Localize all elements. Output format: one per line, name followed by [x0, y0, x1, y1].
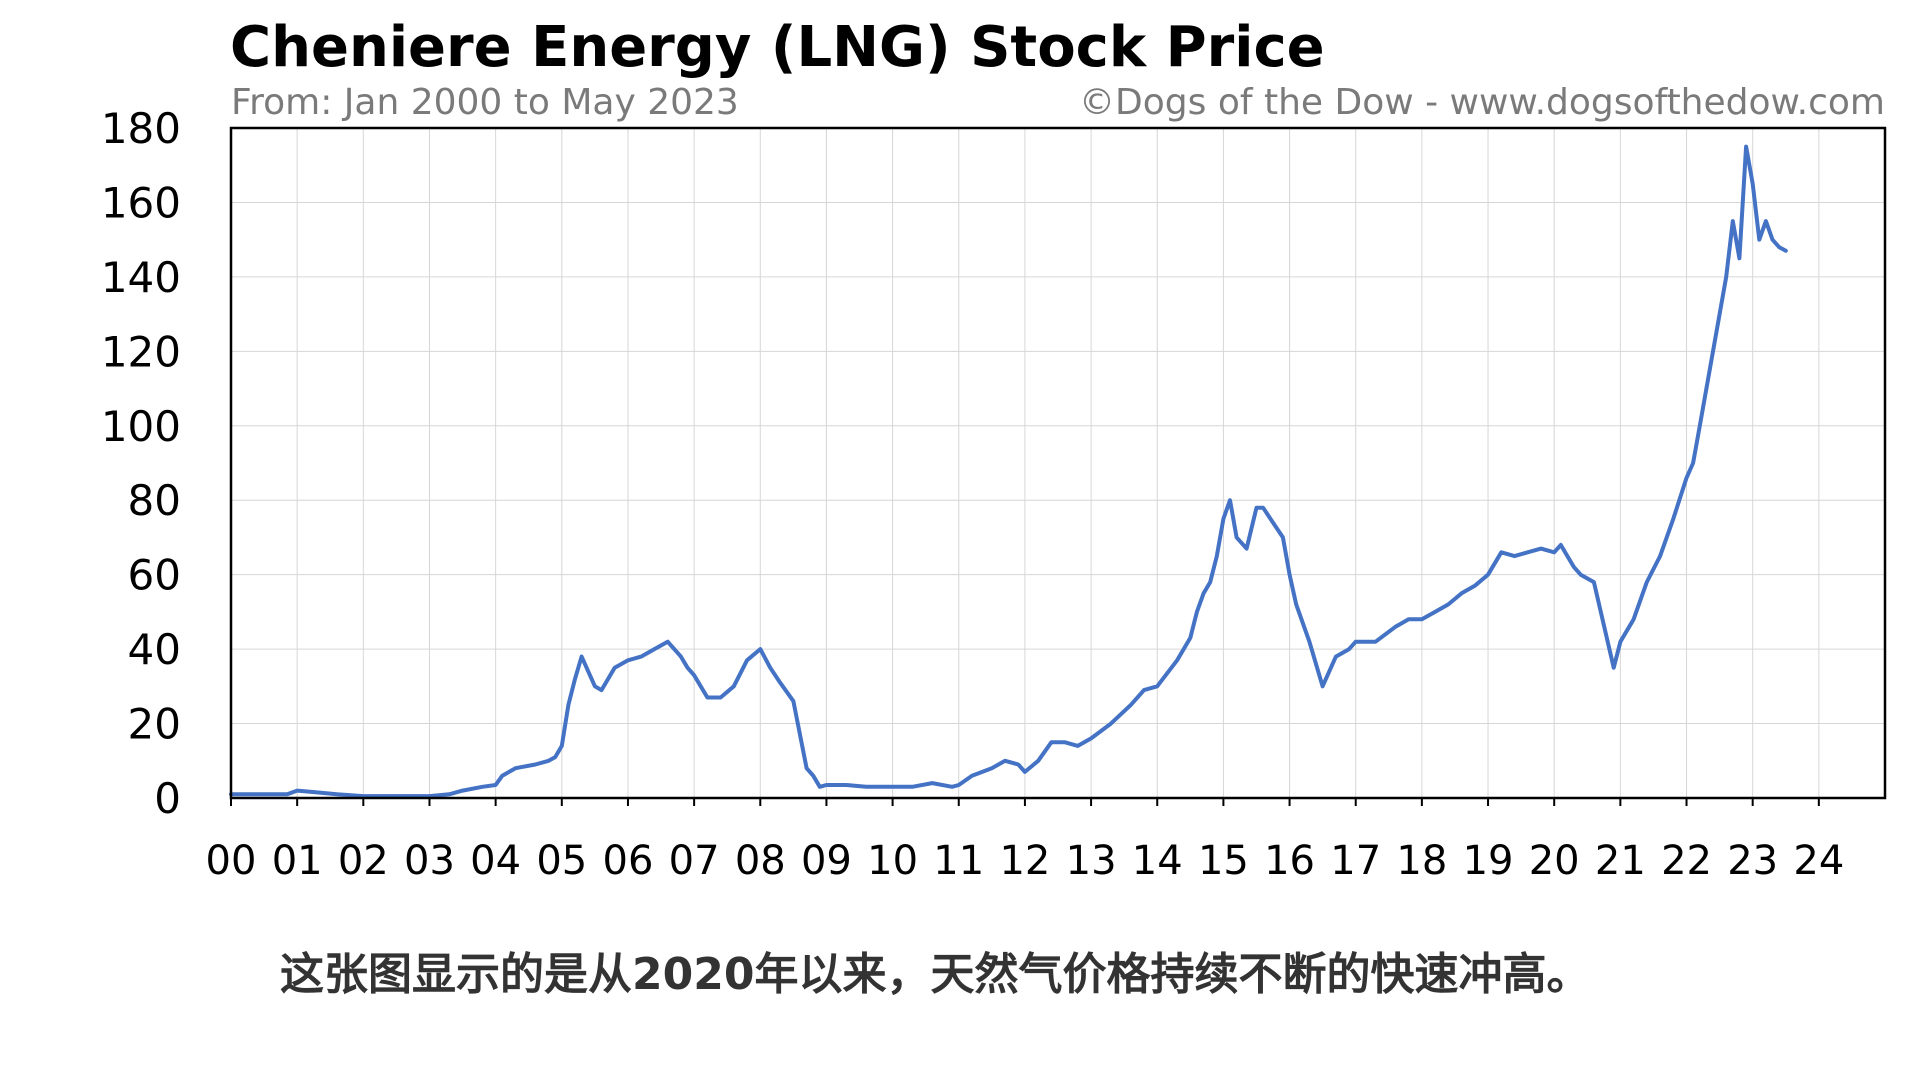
x-tick-label: 01	[272, 838, 323, 884]
x-tick-label: 21	[1595, 838, 1646, 884]
x-tick-label: 16	[1264, 838, 1315, 884]
x-tick-label: 02	[338, 838, 389, 884]
y-tick-label: 120	[101, 327, 181, 376]
series-layer	[229, 144, 1788, 799]
chart-title: Cheniere Energy (LNG) Stock Price	[230, 15, 1325, 80]
x-tick-label: 04	[470, 838, 521, 884]
y-tick-label: 60	[128, 551, 181, 600]
price-series-line	[229, 144, 1788, 799]
chart-subtitle-source: ©Dogs of the Dow - www.dogsofthedow.com	[1079, 82, 1885, 123]
x-tick-label: 17	[1330, 838, 1381, 884]
y-tick-label: 180	[101, 104, 181, 153]
x-tick-label: 23	[1727, 838, 1778, 884]
grid-lines	[231, 128, 1885, 798]
y-tick-label: 0	[154, 774, 181, 823]
x-tick-label: 22	[1661, 838, 1712, 884]
y-tick-label: 20	[128, 700, 181, 749]
x-tick-label: 13	[1066, 838, 1117, 884]
x-tick-label: 06	[603, 838, 654, 884]
x-tick-label: 11	[933, 838, 984, 884]
chart-caption: 这张图显示的是从2020年以来，天然气价格持续不断的快速冲高。	[280, 949, 1590, 1000]
x-tick-label: 19	[1463, 838, 1514, 884]
y-axis-ticks: 0 20 40 60 80 100 120 140 160 180	[101, 104, 181, 823]
chart-subtitle-date-range: From: Jan 2000 to May 2023	[231, 82, 739, 123]
y-tick-label: 140	[101, 253, 181, 302]
x-tick-label: 10	[867, 838, 918, 884]
x-tick-label: 03	[404, 838, 455, 884]
x-tick-label: 08	[735, 838, 786, 884]
plot-frame	[229, 126, 1887, 800]
x-tick-label: 00	[206, 838, 257, 884]
x-tick-label: 12	[999, 838, 1050, 884]
x-tick-label: 18	[1396, 838, 1447, 884]
x-tick-label: 07	[669, 838, 720, 884]
x-tick-label: 05	[536, 838, 587, 884]
x-tick-label: 24	[1793, 838, 1844, 884]
x-tick-label: 09	[801, 838, 852, 884]
x-tick-label: 20	[1529, 838, 1580, 884]
y-tick-label: 100	[101, 402, 181, 451]
x-tick-label: 15	[1198, 838, 1249, 884]
y-tick-label: 40	[128, 625, 181, 674]
y-tick-label: 80	[128, 476, 181, 525]
x-tick-label: 14	[1132, 838, 1183, 884]
x-axis-ticks: 00 01 02 03 04 05 06 07 08 09 10 11 12 13 14 15 16 17 18 19…	[206, 798, 1844, 884]
y-tick-label: 160	[101, 178, 181, 227]
